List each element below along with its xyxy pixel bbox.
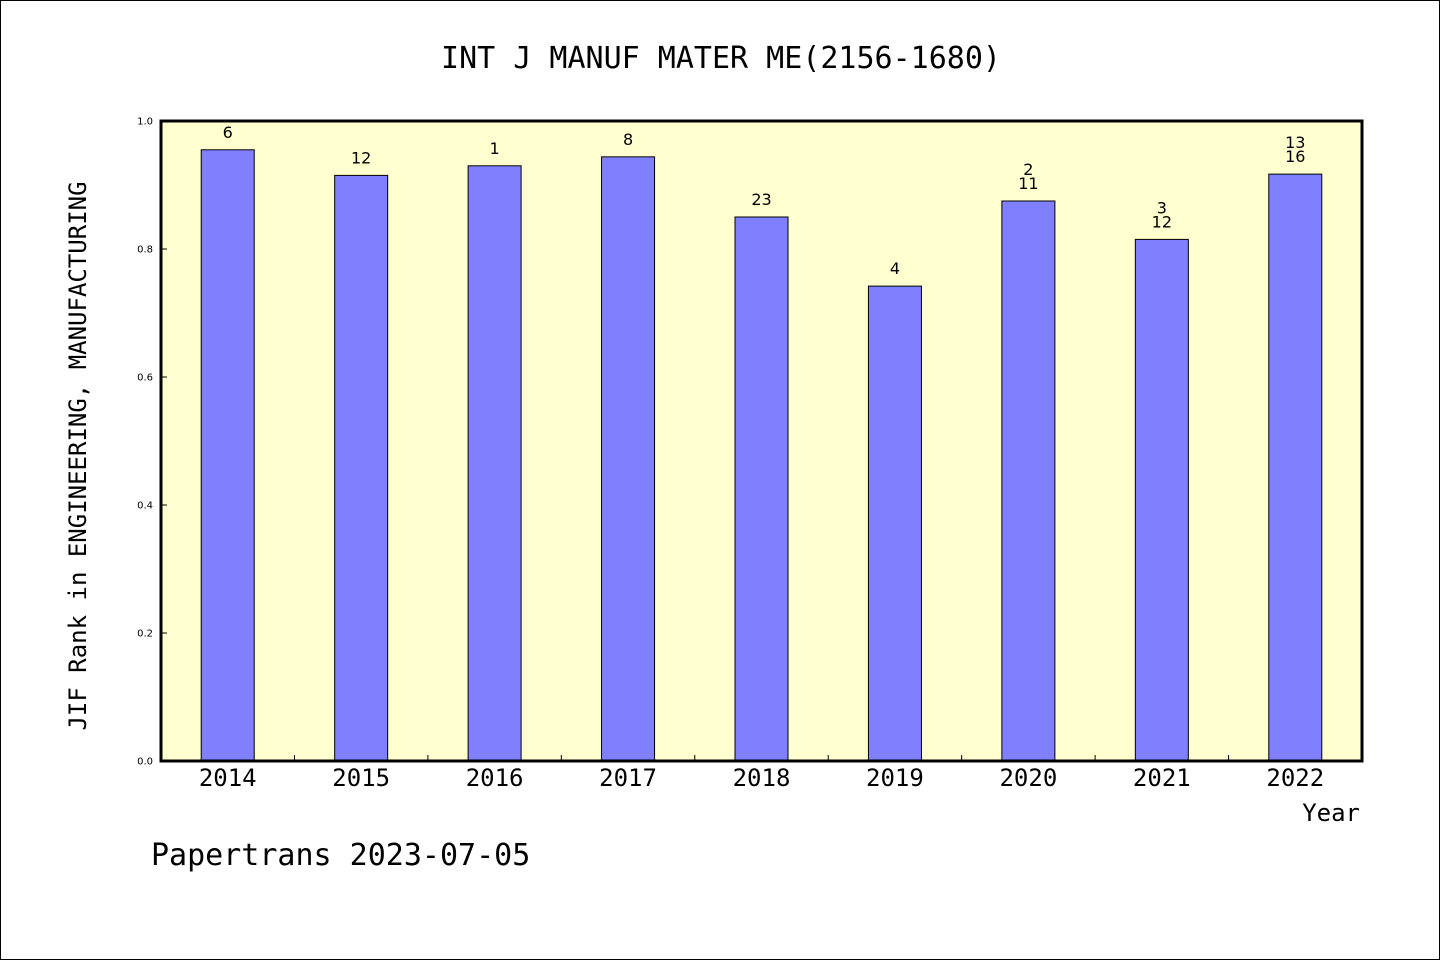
bar-2022 (1268, 173, 1323, 762)
data-label: 12 (1152, 212, 1172, 231)
data-label: 6 (223, 123, 233, 142)
bar-2014 (200, 149, 255, 762)
data-label: 4 (890, 259, 900, 278)
x-axis-label: Year (1302, 799, 1360, 827)
footer-stamp: Papertrans 2023-07-05 (151, 838, 530, 873)
x-tick-label: 2018 (733, 764, 791, 792)
x-tick-label: 2015 (332, 764, 390, 792)
data-label: 8 (623, 130, 633, 149)
y-tick-label: 0.2 (137, 629, 153, 640)
y-tick-label: 0.4 (137, 501, 153, 512)
x-tick-label: 2016 (466, 764, 524, 792)
bar-2016 (467, 165, 522, 762)
x-tick-label: 2014 (199, 764, 257, 792)
data-label: 23 (751, 190, 771, 209)
y-tick-label: 0.0 (137, 757, 153, 768)
data-label: 12 (351, 148, 371, 167)
bar-2019 (867, 285, 922, 762)
x-tick-label: 2020 (999, 764, 1057, 792)
bar-2018 (734, 216, 789, 762)
data-label: 16 (1285, 147, 1305, 166)
data-label: 11 (1018, 174, 1038, 193)
y-tick-label: 0.8 (137, 245, 153, 256)
y-axis-label: JIF Rank in ENGINEERING, MANUFACTURING (64, 181, 92, 730)
x-tick-label: 2021 (1133, 764, 1191, 792)
bar-2017 (601, 156, 656, 762)
axis-ticks: 0.0 0.2 0.4 0.6 0.8 1.0 2014 2015 2016 2017 2018 20… (137, 117, 1324, 793)
bar-2021 (1134, 238, 1189, 762)
data-label: 2 (1023, 160, 1033, 179)
chart-title: INT J MANUF MATER ME(2156-1680) (441, 41, 1001, 76)
bar-2015 (334, 174, 389, 762)
bars (200, 149, 1323, 762)
y-tick-label: 1.0 (137, 117, 153, 128)
data-label: 1 (490, 139, 500, 158)
x-tick-label: 2019 (866, 764, 924, 792)
data-label: 3 (1157, 198, 1167, 217)
bar-2020 (1001, 200, 1056, 762)
plot-border (159, 119, 1364, 763)
y-tick-label: 0.6 (137, 373, 153, 384)
x-tick-label: 2017 (599, 764, 657, 792)
x-tick-label: 2022 (1266, 764, 1324, 792)
data-label: 13 (1285, 133, 1305, 152)
